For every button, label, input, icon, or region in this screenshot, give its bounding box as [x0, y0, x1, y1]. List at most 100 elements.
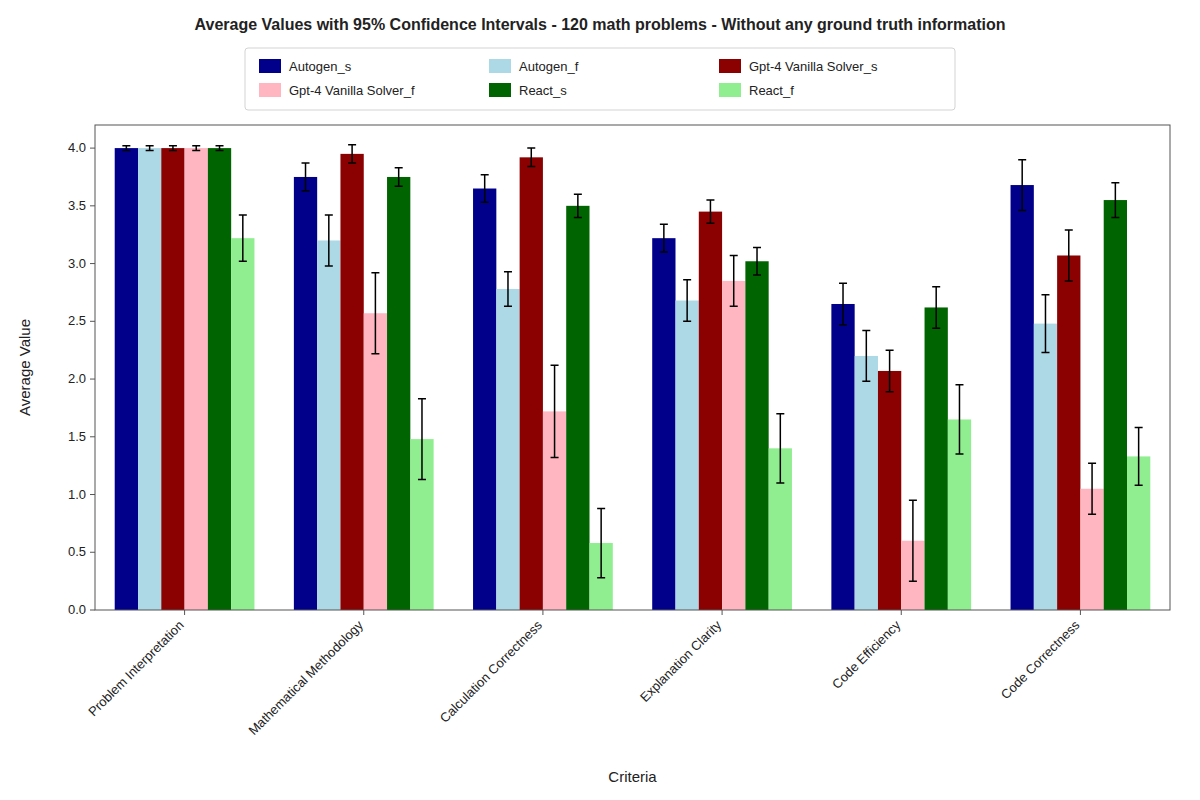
error-bar — [348, 145, 356, 163]
bar: Autogen_s: 3.75 — [294, 177, 317, 610]
error-bar — [1041, 295, 1049, 353]
x-tick — [363, 610, 364, 615]
x-tick — [184, 610, 185, 615]
y-tick-label: 1.5 — [68, 429, 86, 444]
error-bar — [302, 163, 310, 191]
y-tick — [90, 263, 95, 264]
legend-swatch — [719, 83, 741, 97]
bar: Autogen_s: 4 — [115, 148, 138, 610]
legend-swatch — [259, 83, 281, 97]
error-bar — [527, 148, 535, 166]
error-bar — [862, 331, 870, 382]
y-tick — [90, 379, 95, 380]
plot-area: Autogen_s: 4 Autogen_s: 3.75 Autogen_s: 3.… — [115, 145, 1151, 610]
error-bar — [660, 224, 668, 252]
legend-label: Gpt-4 Vanilla Solver_s — [749, 59, 878, 74]
bar: Autogen_f: 2.68 — [676, 301, 699, 610]
error-bar — [481, 175, 489, 203]
x-tick-label: Code Correctness — [998, 617, 1083, 702]
error-bar — [730, 255, 738, 306]
y-tick-label: 3.0 — [68, 256, 86, 271]
y-tick-label: 0.0 — [68, 602, 86, 617]
error-bar — [909, 500, 917, 581]
x-tick-label: Code Efficiency — [829, 617, 904, 692]
bar: Autogen_s: 3.65 — [473, 189, 496, 610]
bar: Autogen_f: 2.48 — [1034, 324, 1057, 610]
legend: Autogen_s Autogen_f Gpt-4 Vanilla Solver_s… — [245, 48, 955, 110]
x-tick-label: Problem Interpretation — [85, 618, 187, 720]
bar: Gpt-4 Vanilla Solver_s: 3.07 — [1057, 255, 1080, 610]
bar: Gpt-4 Vanilla Solver_s: 2.07 — [878, 371, 901, 610]
error-bar — [239, 215, 247, 261]
x-tick — [901, 610, 902, 615]
error-bar — [504, 272, 512, 307]
bar: Gpt-4 Vanilla Solver_s: 3.45 — [699, 212, 722, 610]
y-tick — [90, 552, 95, 553]
error-bar — [395, 168, 403, 186]
error-bar — [418, 399, 426, 480]
y-tick-label: 3.5 — [68, 198, 86, 213]
y-tick — [90, 436, 95, 437]
x-axis-label: Criteria — [608, 768, 657, 785]
bar: React_s: 3.75 — [387, 177, 410, 610]
x-tick — [722, 610, 723, 615]
y-tick — [90, 610, 95, 611]
error-bar — [683, 280, 691, 322]
error-bar — [1135, 428, 1143, 486]
bar: React_s: 3.5 — [566, 206, 589, 610]
bar: React_s: 4 — [208, 148, 231, 610]
error-bar — [574, 194, 582, 217]
legend-swatch — [259, 59, 281, 73]
error-bar — [551, 365, 559, 457]
error-bars — [122, 145, 1142, 582]
legend-swatch — [489, 83, 511, 97]
error-bar — [597, 508, 605, 577]
bar: Gpt-4 Vanilla Solver_f: 2.57 — [364, 313, 387, 610]
error-bar — [1018, 160, 1026, 211]
bar: Gpt-4 Vanilla Solver_f: 4 — [185, 148, 208, 610]
legend-swatch — [489, 59, 511, 73]
legend-label: React_f — [749, 83, 794, 98]
bar: Gpt-4 Vanilla Solver_s: 3.92 — [520, 157, 543, 610]
y-tick — [90, 494, 95, 495]
legend-frame — [245, 48, 955, 110]
bar: Autogen_f: 2.78 — [496, 289, 519, 610]
bar: Autogen_f: 4 — [138, 148, 161, 610]
y-tick — [90, 321, 95, 322]
bar: Gpt-4 Vanilla Solver_s: 3.95 — [340, 154, 363, 610]
page: {"chart_data": { "type": "bar", "title":… — [0, 0, 1200, 800]
x-axis: Problem InterpretationMathematical Metho… — [85, 610, 1083, 738]
error-bar — [325, 215, 333, 266]
x-tick-label: Explanation Clarity — [637, 617, 725, 705]
error-bar — [955, 385, 963, 454]
legend-label: Gpt-4 Vanilla Solver_f — [289, 83, 415, 98]
plot-frame — [95, 125, 1170, 610]
x-tick-label: Calculation Correctness — [437, 617, 546, 726]
error-bar — [1088, 463, 1096, 514]
error-bar — [776, 414, 784, 483]
bar: Autogen_s: 3.22 — [652, 238, 675, 610]
bar: Autogen_f: 3.2 — [317, 240, 340, 610]
y-tick-label: 0.5 — [68, 544, 86, 559]
chart: Average Values with 95% Confidence Inter… — [0, 0, 1200, 800]
error-bar — [932, 287, 940, 329]
bars: Autogen_s: 4 Autogen_s: 3.75 Autogen_s: 3.… — [115, 148, 1151, 610]
error-bar — [371, 273, 379, 354]
legend-label: React_s — [519, 83, 567, 98]
error-bar — [839, 283, 847, 325]
bar: Gpt-4 Vanilla Solver_s: 4 — [161, 148, 184, 610]
error-bar — [216, 146, 224, 151]
y-tick — [90, 148, 95, 149]
bar: React_f: 3.22 — [231, 238, 254, 610]
legend-label: Autogen_s — [289, 59, 352, 74]
legend-label: Autogen_f — [519, 59, 579, 74]
bar: React_s: 3.55 — [1104, 200, 1127, 610]
error-bar — [753, 247, 761, 275]
x-tick — [542, 610, 543, 615]
y-tick-label: 4.0 — [68, 140, 86, 155]
chart-title: Average Values with 95% Confidence Inter… — [195, 16, 1006, 33]
y-axis: 0.00.51.01.52.02.53.03.54.0 — [68, 140, 95, 617]
error-bar — [122, 146, 130, 151]
bar: React_s: 3.02 — [745, 261, 768, 610]
error-bar — [1111, 183, 1119, 218]
